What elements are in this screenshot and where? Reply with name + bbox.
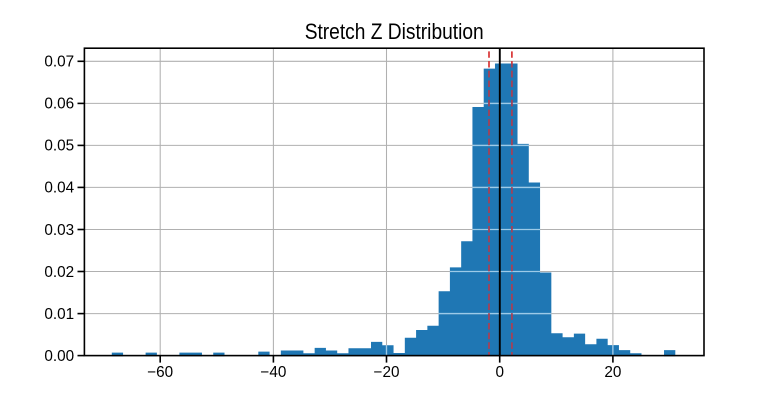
svg-text:−60: −60 [147,364,173,381]
svg-text:0.04: 0.04 [44,180,74,197]
svg-text:0.02: 0.02 [44,264,74,281]
svg-text:0.07: 0.07 [44,54,74,71]
svg-text:0.01: 0.01 [44,306,74,323]
svg-text:0.03: 0.03 [44,222,74,239]
svg-text:Stretch Z Distribution: Stretch Z Distribution [305,19,484,44]
svg-text:−40: −40 [260,364,286,381]
svg-text:0.05: 0.05 [44,138,74,155]
svg-text:0.00: 0.00 [44,348,74,365]
svg-text:20: 20 [604,364,621,381]
svg-text:0: 0 [495,364,504,381]
svg-text:−20: −20 [374,364,400,381]
svg-text:0.06: 0.06 [44,96,74,113]
